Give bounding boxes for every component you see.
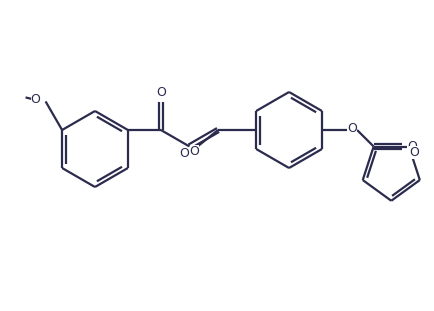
Text: O: O xyxy=(406,140,416,153)
Text: O: O xyxy=(346,123,356,136)
Text: O: O xyxy=(179,147,189,160)
Text: O: O xyxy=(189,145,199,158)
Text: O: O xyxy=(408,146,418,159)
Text: O: O xyxy=(30,93,40,106)
Text: O: O xyxy=(156,86,165,100)
